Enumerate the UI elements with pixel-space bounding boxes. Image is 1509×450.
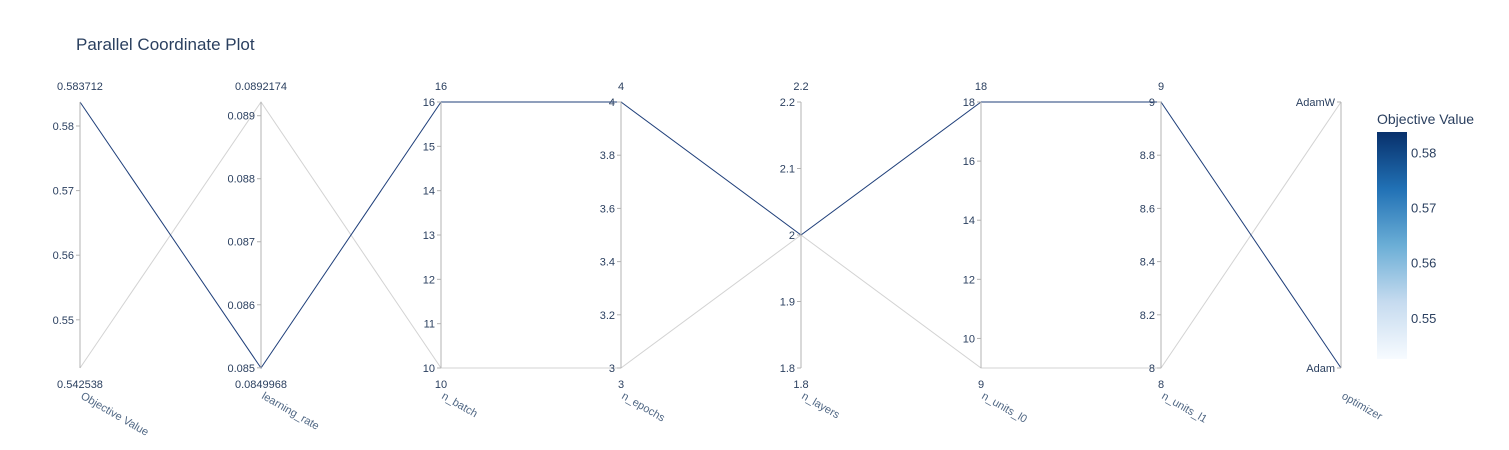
axis-tick-label: 18: [963, 97, 975, 109]
axis-tick-label: 8.2: [1140, 310, 1155, 322]
colorbar-gradient: [1377, 132, 1407, 359]
axis-tick-label: 10: [963, 333, 975, 345]
axis-range-min-label: 9: [978, 379, 984, 391]
axis-tick-label: 3.6: [600, 203, 615, 215]
colorbar-title: Objective Value: [1377, 111, 1474, 127]
axis-tick-label: 13: [423, 230, 435, 242]
axis-tick-label: 0.085: [227, 363, 255, 375]
axis-tick-label: 0.57: [53, 186, 74, 198]
chart-title: Parallel Coordinate Plot: [76, 35, 255, 54]
axis-range-max-label: 0.0892174: [235, 81, 287, 93]
colorbar-tick-label: 0.55: [1411, 311, 1436, 326]
axis-range-min-label: 0.0849968: [235, 379, 287, 391]
axis-tick-label: 0.58: [53, 121, 74, 133]
axis-title: n_units_l0: [980, 390, 1029, 425]
axis-tick-label: 9: [1149, 97, 1155, 109]
axis-title: Objective Value: [79, 390, 151, 439]
axis-title: n_batch: [440, 390, 480, 420]
axis-tick-label: 2.1: [780, 164, 795, 176]
series-line: [79, 101, 1342, 369]
axis-range-max-label: 2.2: [793, 81, 808, 93]
colorbar-tick-label: 0.57: [1411, 201, 1436, 216]
axis-tick-label: 0.086: [227, 300, 255, 312]
series-lines: [79, 101, 1342, 369]
axis-tick-label: 0.56: [53, 250, 74, 262]
axis-tick-label: 11: [424, 319, 435, 331]
series-line: [79, 101, 1342, 369]
axis-range-max-label: 9: [1158, 81, 1164, 93]
axis-tick-label: 0.087: [227, 237, 255, 249]
axis-range-max-label: 18: [975, 81, 987, 93]
axis-range-max-label: 0.583712: [57, 81, 103, 93]
axis-tick-label: 2.2: [780, 97, 795, 109]
axis-tick-label: 8.4: [1140, 257, 1155, 269]
axis-tick-label: 0.088: [227, 174, 255, 186]
axis-title: n_epochs: [620, 390, 668, 424]
axis-tick-label: 15: [423, 141, 435, 153]
axis-title: n_units_l1: [1160, 390, 1209, 425]
axis-title: optimizer: [1340, 390, 1385, 423]
colorbar-tick-label: 0.58: [1411, 145, 1436, 160]
axis-n-layers[interactable]: 1.81.922.12.22.21.8n_layers: [780, 81, 842, 422]
axis-title: learning_rate: [260, 390, 322, 433]
axis-tick-label: 8.6: [1140, 203, 1155, 215]
axis-tick-label: 0.55: [53, 315, 74, 327]
colorbar: Objective Value 0.55 0.56 0.57 0.58: [1377, 111, 1474, 359]
axis-tick-label: Adam: [1306, 363, 1335, 375]
axis-tick-label: 10: [423, 363, 435, 375]
axis-range-min-label: 1.8: [793, 379, 808, 391]
axis-range-max-label: 16: [435, 81, 447, 93]
axis-objective-value[interactable]: 0.55 0.56 0.57 0.58 0.583712 0.542538Objectiv…: [53, 81, 151, 439]
axis-tick-label: 1.9: [780, 297, 795, 309]
axis-tick-label: 4: [609, 97, 615, 109]
colorbar-tick-label: 0.56: [1411, 256, 1436, 271]
axis-tick-label: 8.8: [1140, 150, 1155, 162]
axis-range-min-label: 10: [435, 379, 447, 391]
axis-tick-label: 12: [963, 274, 975, 286]
axis-tick-label: 12: [423, 274, 435, 286]
axis-tick-label: 1.8: [780, 363, 795, 375]
axis-tick-label: AdamW: [1296, 97, 1336, 109]
axis-range-min-label: 0.542538: [57, 379, 103, 391]
axis-tick-label: 3.2: [600, 310, 615, 322]
axis-tick-label: 16: [423, 97, 435, 109]
axis-tick-label: 8: [1149, 363, 1155, 375]
axis-tick-label: 3.8: [600, 150, 615, 162]
axis-title: n_layers: [800, 390, 842, 421]
axis-range-min-label: 3: [618, 379, 624, 391]
axis-tick-label: 3.4: [600, 257, 615, 269]
axis-tick-label: 3: [609, 363, 615, 375]
axes-group: 0.55 0.56 0.57 0.58 0.583712 0.542538Objectiv…: [53, 81, 1385, 439]
axis-tick-label: 2: [789, 230, 795, 242]
axis-tick-label: 14: [423, 186, 435, 198]
axis-tick-label: 16: [963, 156, 975, 168]
axis-tick-label: 0.089: [227, 111, 255, 123]
axis-range-min-label: 8: [1158, 379, 1164, 391]
axis-learning-rate[interactable]: 0.085 0.086 0.087 0.088 0.089 0.0892174 0.0849…: [227, 81, 321, 433]
axis-tick-label: 14: [963, 215, 975, 227]
axis-range-max-label: 4: [618, 81, 624, 93]
axis-optimizer[interactable]: Adam AdamW optimizer: [1296, 97, 1385, 423]
